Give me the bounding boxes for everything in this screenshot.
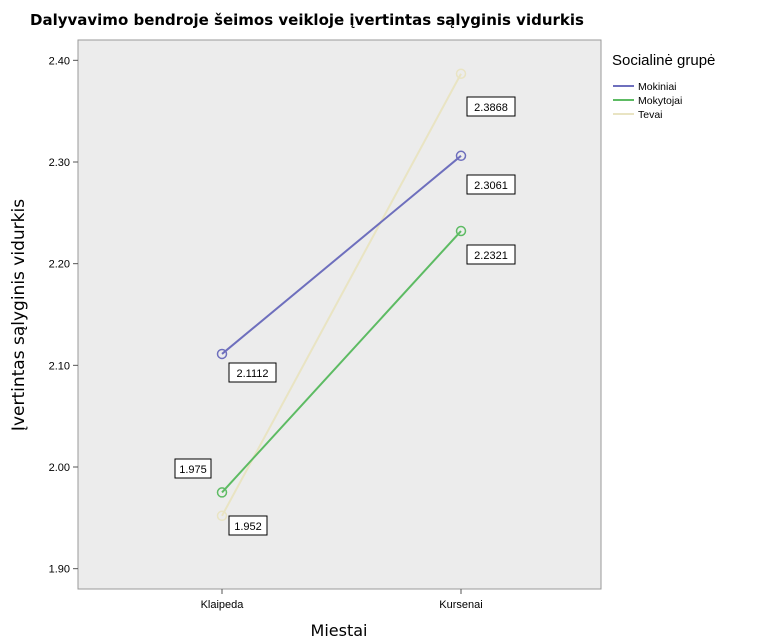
- series-layer: [216, 68, 467, 522]
- y-tick-label: 2.20: [49, 259, 70, 271]
- data-label-box: [466, 174, 516, 195]
- series-line-mokytojai: [221, 230, 462, 494]
- y-tick-label: 1.90: [49, 564, 70, 576]
- data-label-box: [228, 515, 268, 536]
- data-point-mokytojai: [455, 225, 467, 237]
- series-line-tevai: [221, 73, 462, 517]
- y-tick-label: 2.40: [49, 55, 70, 67]
- data-label-box: [228, 362, 277, 383]
- data-label: 2.1112: [236, 368, 268, 380]
- data-label-box: [174, 458, 212, 479]
- data-point-tevai: [455, 68, 467, 80]
- chart-title: Dalyvavimo bendroje šeimos veikloje įver…: [30, 11, 584, 29]
- x-tick-label: Klaipeda: [201, 599, 245, 611]
- data-point-mokytojai: [216, 487, 228, 498]
- y-tick-label: 2.10: [49, 360, 70, 372]
- series-line-mokiniai: [221, 155, 462, 355]
- y-axis: 1.90 2.00 2.10 2.20 2.30 2.40: [49, 55, 78, 576]
- x-tick-label: Kursenai: [439, 599, 482, 611]
- x-axis: Klaipeda Kursenai: [201, 589, 483, 611]
- data-label: 1.975: [179, 464, 207, 476]
- plot-area: [77, 39, 602, 590]
- legend: Mokiniai Mokytojai Tevai: [613, 81, 682, 121]
- data-point-mokiniai: [455, 150, 467, 162]
- data-label: 2.3868: [474, 102, 508, 114]
- data-label-box: [466, 96, 516, 117]
- data-label-box: [466, 244, 516, 265]
- x-axis-title: Miestai: [311, 621, 368, 640]
- data-label: 2.2321: [474, 250, 508, 262]
- data-label-layer: 2.1112 2.3061 1.975 2.2321 1.952 2.3868: [174, 96, 516, 536]
- legend-entry: Mokiniai: [638, 81, 677, 93]
- legend-entry: Mokytojai: [638, 95, 682, 107]
- data-label: 2.3061: [474, 180, 508, 192]
- y-axis-title: Įvertintas sąlyginis vidurkis: [9, 199, 29, 431]
- y-tick-label: 2.00: [49, 462, 70, 474]
- y-tick-label: 2.30: [49, 157, 70, 169]
- legend-entry: Tevai: [638, 109, 663, 121]
- data-point-mokiniai: [216, 348, 228, 360]
- data-point-tevai: [216, 510, 228, 522]
- legend-title: Socialinė grupė: [612, 52, 715, 69]
- data-label: 1.952: [234, 521, 262, 533]
